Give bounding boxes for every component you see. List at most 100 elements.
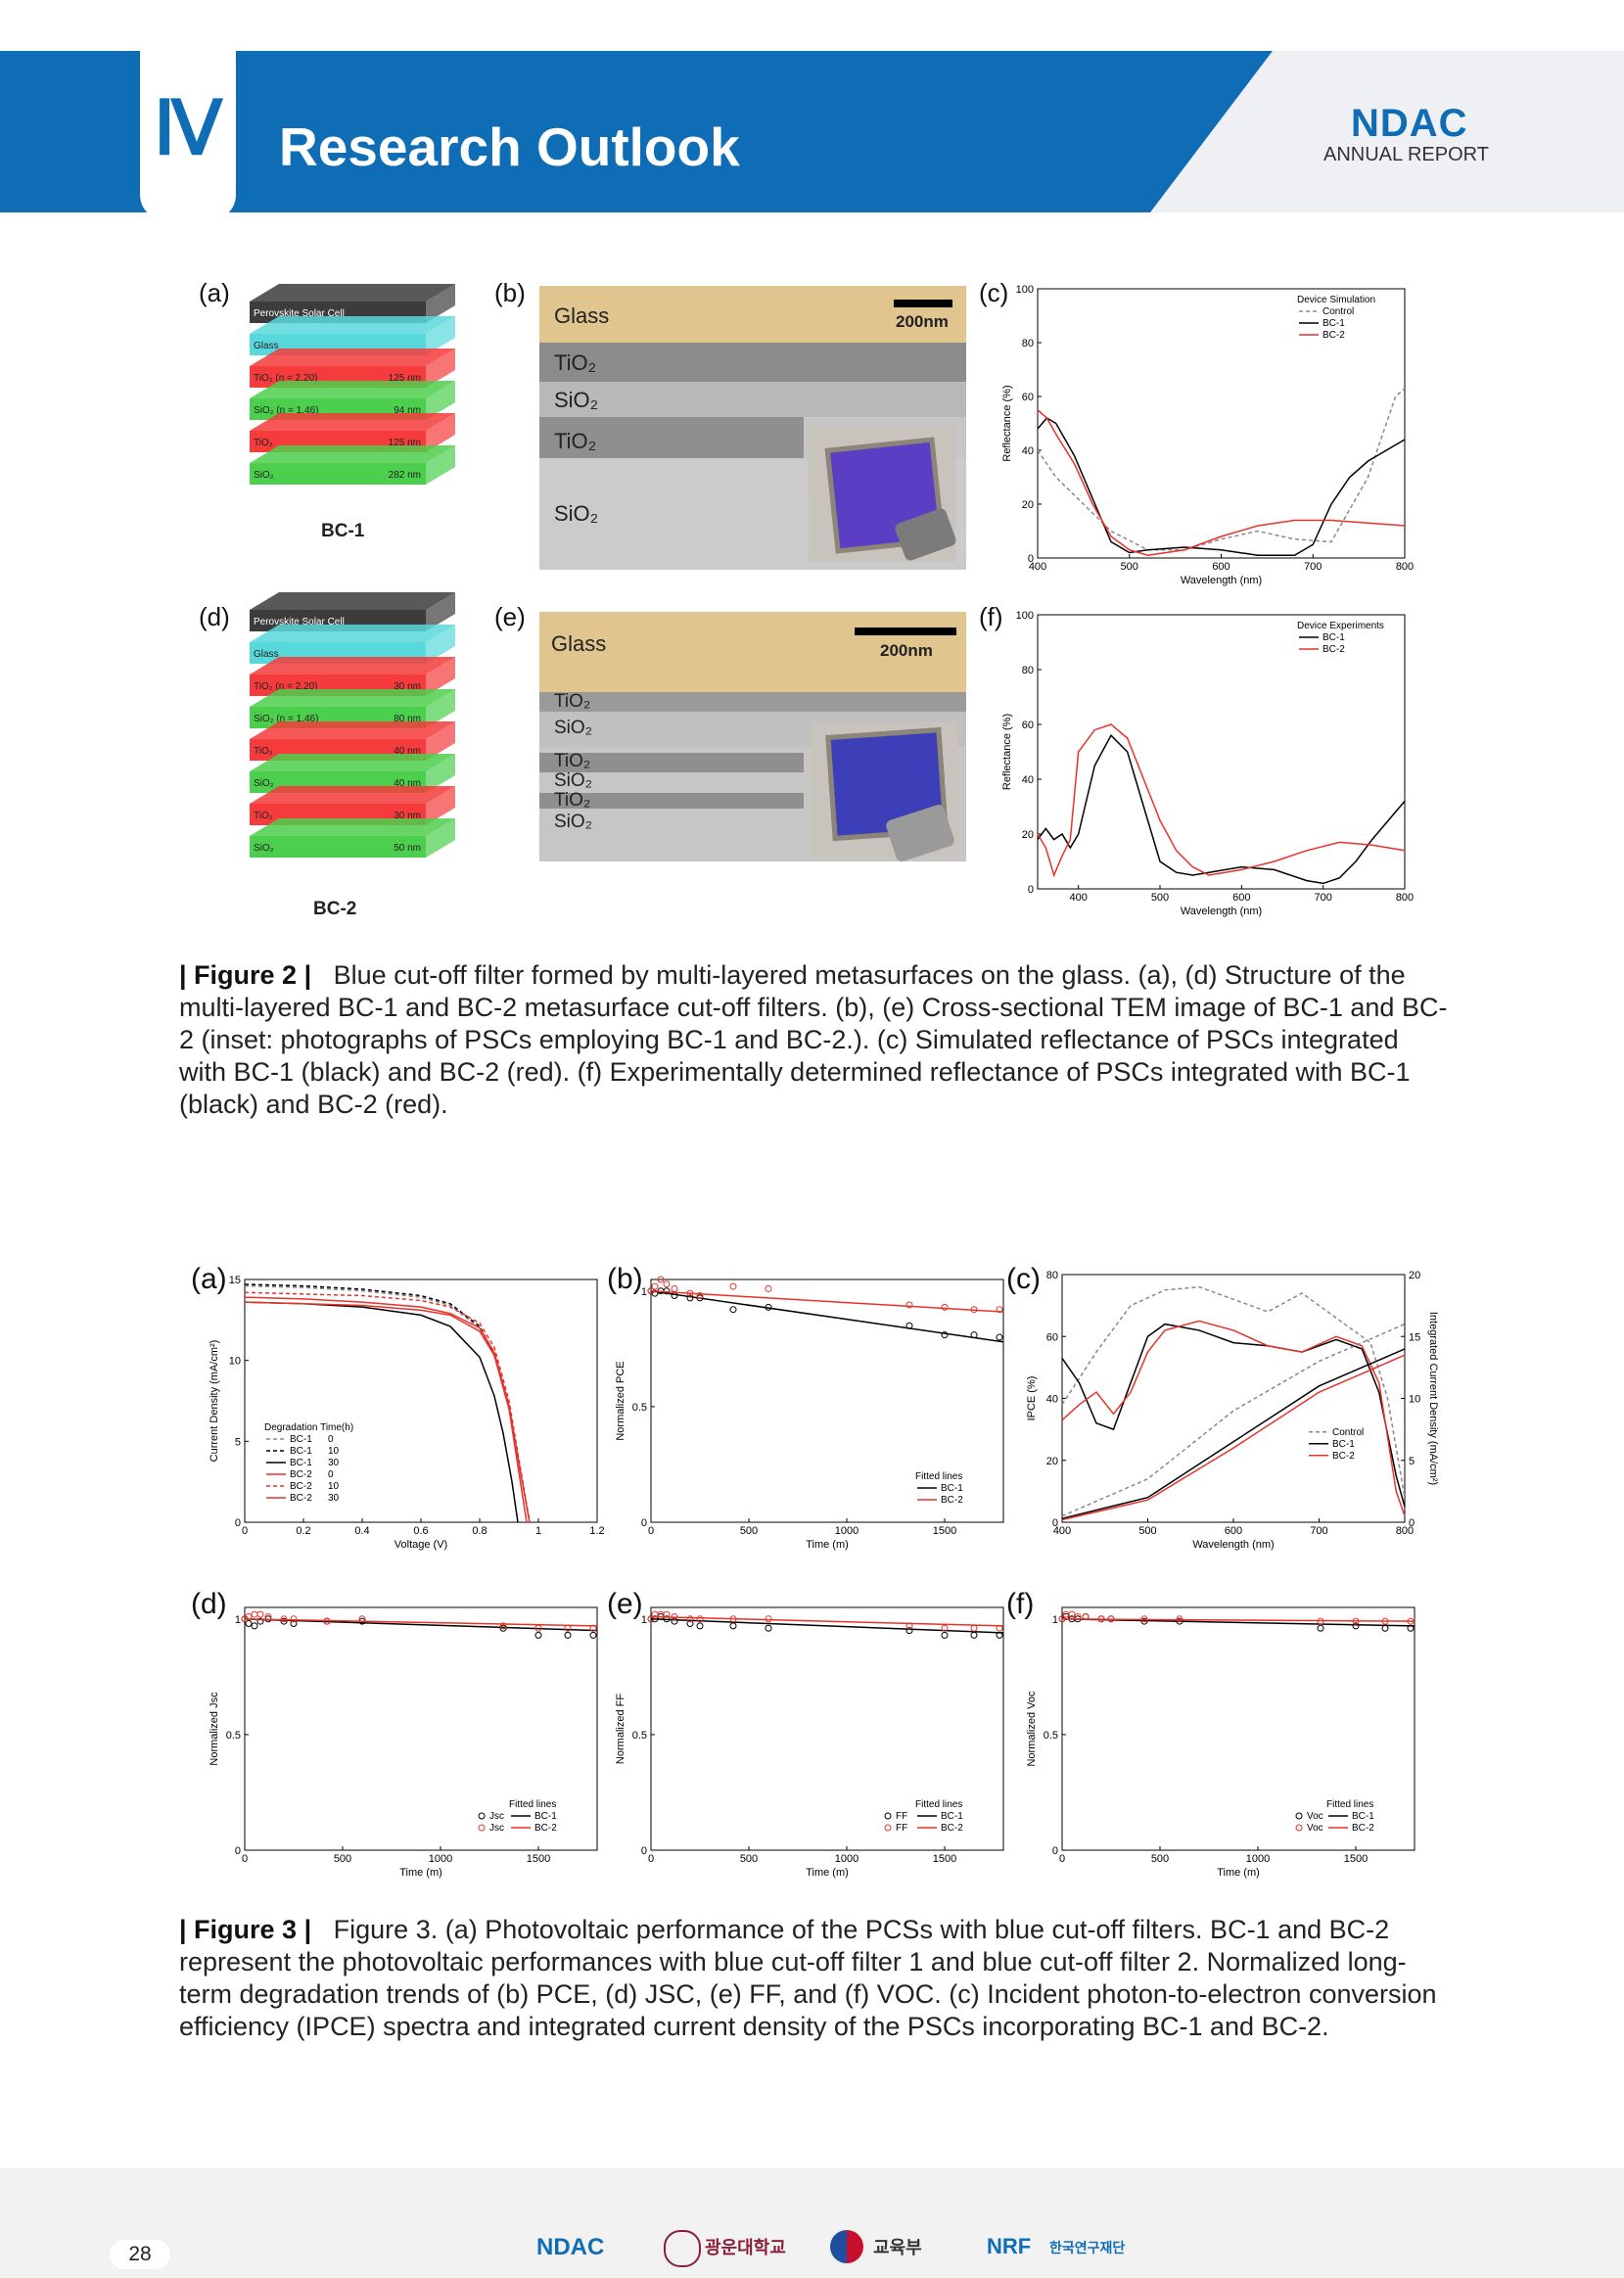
y-tick-label: 0 bbox=[235, 1517, 241, 1529]
layer bbox=[250, 836, 426, 858]
series-line bbox=[1061, 1323, 1406, 1517]
fig2-label-a: (a) bbox=[199, 278, 230, 307]
x-tick-label: 400 bbox=[1029, 561, 1046, 573]
x-axis-label: Wavelength (nm) bbox=[1181, 575, 1262, 586]
legend-marker bbox=[478, 1824, 486, 1832]
x-tick-label: 500 bbox=[740, 1525, 758, 1537]
layer-thickness: 50 nm bbox=[394, 843, 421, 854]
x-tick-label: 0 bbox=[648, 1853, 654, 1865]
legend-time: 0 bbox=[328, 1434, 334, 1445]
legend-marker-label: Voc bbox=[1307, 1811, 1323, 1822]
chart-fig2f: 400 500 600 700 800 0 20 40 60 80 100 Wavelength (n… bbox=[1001, 610, 1414, 917]
data-point bbox=[534, 1631, 542, 1639]
layer-top bbox=[250, 689, 455, 707]
legend-label: BC-1 bbox=[534, 1811, 557, 1822]
tem-layer: TiO₂ bbox=[554, 691, 591, 712]
x-tick-label: 0.8 bbox=[472, 1525, 487, 1537]
y-axis-label: Normalized FF bbox=[615, 1694, 626, 1764]
legend-label: BC-1 bbox=[290, 1446, 312, 1457]
tem-layer: SiO₂ bbox=[554, 388, 599, 412]
layer-thickness: 40 nm bbox=[394, 746, 421, 757]
data-point bbox=[729, 1622, 737, 1630]
y-tick-label: 80 bbox=[1022, 338, 1034, 349]
legend-label: BC-2 bbox=[290, 1469, 312, 1480]
x-tick-label: 0.4 bbox=[354, 1525, 369, 1537]
data-point bbox=[251, 1610, 258, 1618]
legend-time: 10 bbox=[328, 1446, 340, 1457]
x-tick-label: 0 bbox=[1059, 1853, 1065, 1865]
series-line bbox=[1061, 1348, 1406, 1519]
legend-marker bbox=[1295, 1812, 1303, 1820]
layer-top bbox=[250, 721, 455, 739]
fit-line bbox=[1061, 1618, 1415, 1627]
plot-frame bbox=[1037, 614, 1406, 890]
fit-line bbox=[650, 1290, 1004, 1343]
section-numeral: Ⅳ bbox=[153, 88, 223, 170]
fit-line bbox=[650, 1290, 1004, 1313]
y-right-tick-label: 0 bbox=[1409, 1517, 1415, 1529]
layer-thickness: 125 nm bbox=[389, 438, 421, 448]
layer-name: Perovskite Solar Cell bbox=[254, 308, 345, 319]
x-tick-label: 1500 bbox=[933, 1853, 956, 1865]
psc-photo-bc2 bbox=[812, 721, 958, 863]
data-point bbox=[696, 1622, 704, 1630]
layer-name: TiO₂ (n = 2.20) bbox=[254, 681, 317, 692]
x-tick-label: 500 bbox=[740, 1853, 758, 1865]
y-tick-label: 0.5 bbox=[632, 1730, 647, 1742]
x-tick-label: 1500 bbox=[527, 1853, 550, 1865]
layer-top bbox=[250, 818, 455, 836]
legend-marker bbox=[1295, 1824, 1303, 1832]
y-tick-label: 1 bbox=[641, 1614, 647, 1626]
legend-label: BC-2 bbox=[1322, 330, 1345, 341]
data-point bbox=[499, 1622, 507, 1630]
data-point bbox=[765, 1624, 772, 1632]
footer-band bbox=[0, 2168, 1624, 2278]
data-point bbox=[686, 1615, 694, 1623]
layer-name: TiO₂ bbox=[254, 811, 273, 821]
layer-top bbox=[250, 413, 455, 431]
stack-label-bc1: BC-1 bbox=[321, 521, 365, 541]
y-axis-label: Normalized Voc bbox=[1026, 1691, 1038, 1767]
y-right-axis-label: Integrated Current Density (mA/cm²) bbox=[1427, 1312, 1439, 1485]
data-point bbox=[290, 1615, 298, 1623]
layer-side bbox=[426, 625, 455, 664]
series-line bbox=[1061, 1323, 1406, 1508]
y-tick-label: 0 bbox=[1052, 1845, 1058, 1857]
fig2-label-e: (e) bbox=[494, 602, 526, 631]
chart-fig2c: 400 500 600 700 800 0 20 40 60 80 100 Wavelength (n… bbox=[1001, 284, 1414, 586]
x-tick-label: 1500 bbox=[933, 1525, 956, 1537]
data-point bbox=[729, 1282, 737, 1290]
legend-label: BC-1 bbox=[1352, 1811, 1374, 1822]
y-tick-label: 1 bbox=[1052, 1614, 1058, 1626]
data-point bbox=[996, 1306, 1003, 1314]
y-tick-label: 40 bbox=[1046, 1394, 1058, 1406]
tem-layer: SiO₂ bbox=[554, 718, 593, 738]
data-point bbox=[970, 1631, 978, 1639]
legend-label: BC-1 bbox=[1322, 318, 1345, 329]
data-point bbox=[941, 1303, 949, 1311]
x-tick-label: 800 bbox=[1396, 1525, 1414, 1537]
chart-fig3f: 0 500 1000 1500 0 0.5 1 Time (m) Normalized Voc F… bbox=[1026, 1606, 1415, 1879]
x-tick-label: 800 bbox=[1396, 892, 1414, 904]
data-point bbox=[1317, 1624, 1324, 1632]
y-tick-label: 40 bbox=[1022, 774, 1034, 786]
x-tick-label: 700 bbox=[1310, 1525, 1327, 1537]
legend-marker-label: FF bbox=[896, 1823, 907, 1834]
series-line bbox=[1061, 1320, 1406, 1516]
layer-top bbox=[250, 786, 455, 804]
layer-top bbox=[250, 381, 455, 398]
data-point bbox=[1068, 1610, 1076, 1618]
layer-top bbox=[250, 592, 455, 610]
layer-name: Perovskite Solar Cell bbox=[254, 617, 345, 628]
layer-name: TiO₂ bbox=[254, 746, 273, 757]
legend-label: BC-2 bbox=[290, 1481, 312, 1492]
figure3-caption: | Figure 3 | Figure 3. (a) Photovoltaic … bbox=[179, 1914, 1452, 2043]
layer-name: Glass bbox=[254, 649, 279, 660]
y-axis-label: Normalized PCE bbox=[615, 1361, 626, 1440]
kwangwoon-seal-icon bbox=[664, 2230, 701, 2267]
y-tick-label: 60 bbox=[1022, 720, 1034, 731]
layer-side bbox=[426, 818, 455, 858]
legend-marker bbox=[478, 1812, 486, 1820]
fig3-label-e: (e) bbox=[607, 1588, 643, 1620]
layer-name: SiO₂ bbox=[254, 470, 274, 481]
